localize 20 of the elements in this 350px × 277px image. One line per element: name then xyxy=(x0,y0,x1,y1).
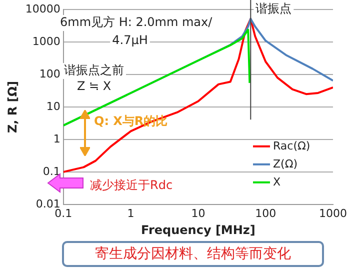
legend-label: Rac(Ω) xyxy=(273,139,310,152)
y-tick-label: 1 xyxy=(53,132,60,146)
y-tick-label: 0.1 xyxy=(42,164,60,178)
x-axis-title: Frequency [MHz] xyxy=(141,222,256,237)
y-tick-label: 1000 xyxy=(32,34,60,48)
annotation: 6mm见方 H: 2.0mm max/ 4.7μH xyxy=(60,15,214,48)
x-tick-label: 1 xyxy=(127,206,134,220)
annotation: 减少接近于Rdc xyxy=(90,178,173,192)
x-tick-label: 10 xyxy=(191,206,206,220)
annotation: 谐振点之前 Z ≒ X xyxy=(64,63,124,94)
y-tick-label: 10000 xyxy=(25,2,60,16)
text: 寄生成分因材料、结构等而变化 xyxy=(62,241,324,267)
legend-label: X xyxy=(273,175,282,188)
y-tick-label: 10 xyxy=(46,100,60,113)
x-tick-label: 100 xyxy=(255,206,276,220)
legend-label: Z(Ω) xyxy=(273,157,298,170)
x-tick-label: 1000 xyxy=(319,206,348,220)
y-axis-title: Z, R [Ω] xyxy=(5,80,20,134)
ref-line-label: 谐振点 xyxy=(256,2,292,16)
y-tick-label: 100 xyxy=(39,67,60,80)
